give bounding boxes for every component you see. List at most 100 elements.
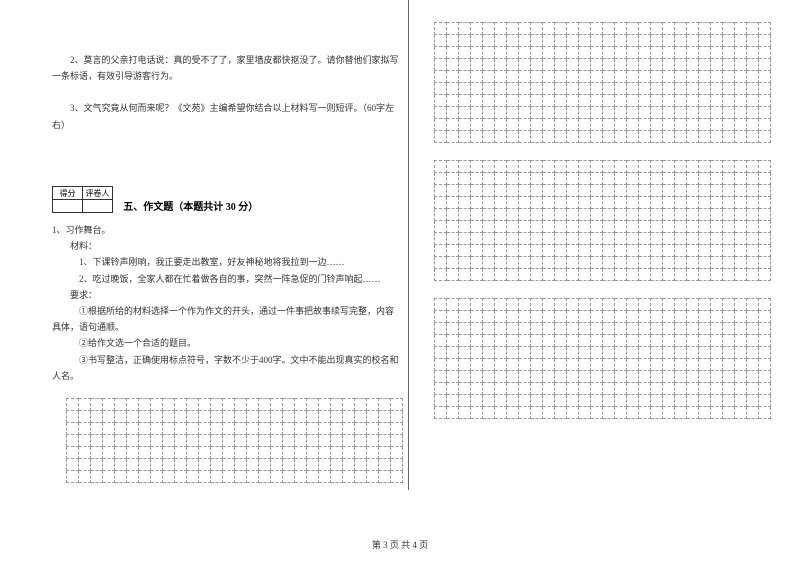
grid-cell [151, 411, 163, 423]
grid-cell [507, 131, 519, 143]
grid-cell [663, 395, 675, 407]
grid-cell [687, 83, 699, 95]
grid-cell [663, 221, 675, 233]
grid-cell [447, 269, 459, 281]
grid-cell [531, 269, 543, 281]
grid-cell [627, 107, 639, 119]
grid-cell [447, 311, 459, 323]
grid-cell [603, 131, 615, 143]
grid-cell [591, 347, 603, 359]
grid-cell [663, 359, 675, 371]
grid-cell [379, 471, 391, 483]
grid-cell [603, 257, 615, 269]
grid-cell [711, 407, 723, 419]
grid-cell [687, 71, 699, 83]
grid-cell [747, 269, 759, 281]
grid-cell [711, 269, 723, 281]
grid-cell [615, 185, 627, 197]
grid-cell [579, 71, 591, 83]
grid-cell [591, 233, 603, 245]
grid-cell [747, 299, 759, 311]
grid-cell [103, 423, 115, 435]
grid-cell [543, 299, 555, 311]
grid-cell [447, 209, 459, 221]
grid-cell [471, 107, 483, 119]
grid-cell [223, 435, 235, 447]
grid-cell [507, 209, 519, 221]
grid-cell [247, 435, 259, 447]
grid-cell [759, 269, 771, 281]
grid-cell [507, 347, 519, 359]
grid-cell [151, 459, 163, 471]
grid-cell [735, 161, 747, 173]
grid-cell [675, 335, 687, 347]
grid-cell [187, 399, 199, 411]
grid-cell [283, 447, 295, 459]
grid-cell [391, 447, 403, 459]
grid-cell [127, 399, 139, 411]
grid-cell [579, 335, 591, 347]
grid-cell [175, 399, 187, 411]
grid-cell [591, 359, 603, 371]
grid-cell [519, 161, 531, 173]
grid-cell [687, 23, 699, 35]
grid-cell [735, 395, 747, 407]
grid-cell [687, 311, 699, 323]
grid-cell [67, 471, 79, 483]
grid-cell [483, 347, 495, 359]
grid-cell [627, 185, 639, 197]
grid-cell [543, 209, 555, 221]
grid-cell [579, 359, 591, 371]
grid-cell [151, 423, 163, 435]
grid-cell [759, 257, 771, 269]
grid-cell [519, 395, 531, 407]
grid-cell [591, 161, 603, 173]
grid-cell [343, 471, 355, 483]
grid-cell [507, 311, 519, 323]
grid-cell [483, 233, 495, 245]
grid-cell [211, 447, 223, 459]
grid-cell [603, 23, 615, 35]
grid-cell [747, 245, 759, 257]
grid-cell [699, 71, 711, 83]
grid-cell [735, 59, 747, 71]
grid-cell [459, 119, 471, 131]
grid-cell [507, 119, 519, 131]
grid-cell [163, 471, 175, 483]
grid-cell [531, 119, 543, 131]
grid-cell [759, 161, 771, 173]
grid-cell [615, 395, 627, 407]
grid-cell [759, 119, 771, 131]
grid-cell [543, 245, 555, 257]
grid-cell [175, 471, 187, 483]
grid-cell [591, 107, 603, 119]
grid-cell [567, 35, 579, 47]
grid-cell [307, 435, 319, 447]
grid-cell [495, 23, 507, 35]
grid-cell [711, 383, 723, 395]
grid-cell [67, 459, 79, 471]
grid-cell [139, 399, 151, 411]
grid-cell [543, 383, 555, 395]
grid-cell [663, 209, 675, 221]
grid-cell [627, 323, 639, 335]
grid-cell [435, 407, 447, 419]
grid-cell [747, 131, 759, 143]
grid-cell [295, 459, 307, 471]
grid-cell [187, 411, 199, 423]
grid-cell [759, 371, 771, 383]
grid-cell [711, 107, 723, 119]
grid-cell [591, 221, 603, 233]
grid-cell [723, 311, 735, 323]
grid-cell [495, 257, 507, 269]
grid-cell [519, 371, 531, 383]
grid-cell [223, 459, 235, 471]
grid-cell [495, 371, 507, 383]
grid-cell [91, 411, 103, 423]
grid-cell [579, 311, 591, 323]
grid-cell [331, 435, 343, 447]
grid-cell [591, 119, 603, 131]
grid-cell [543, 335, 555, 347]
grid-cell [555, 23, 567, 35]
grid-cell [507, 323, 519, 335]
